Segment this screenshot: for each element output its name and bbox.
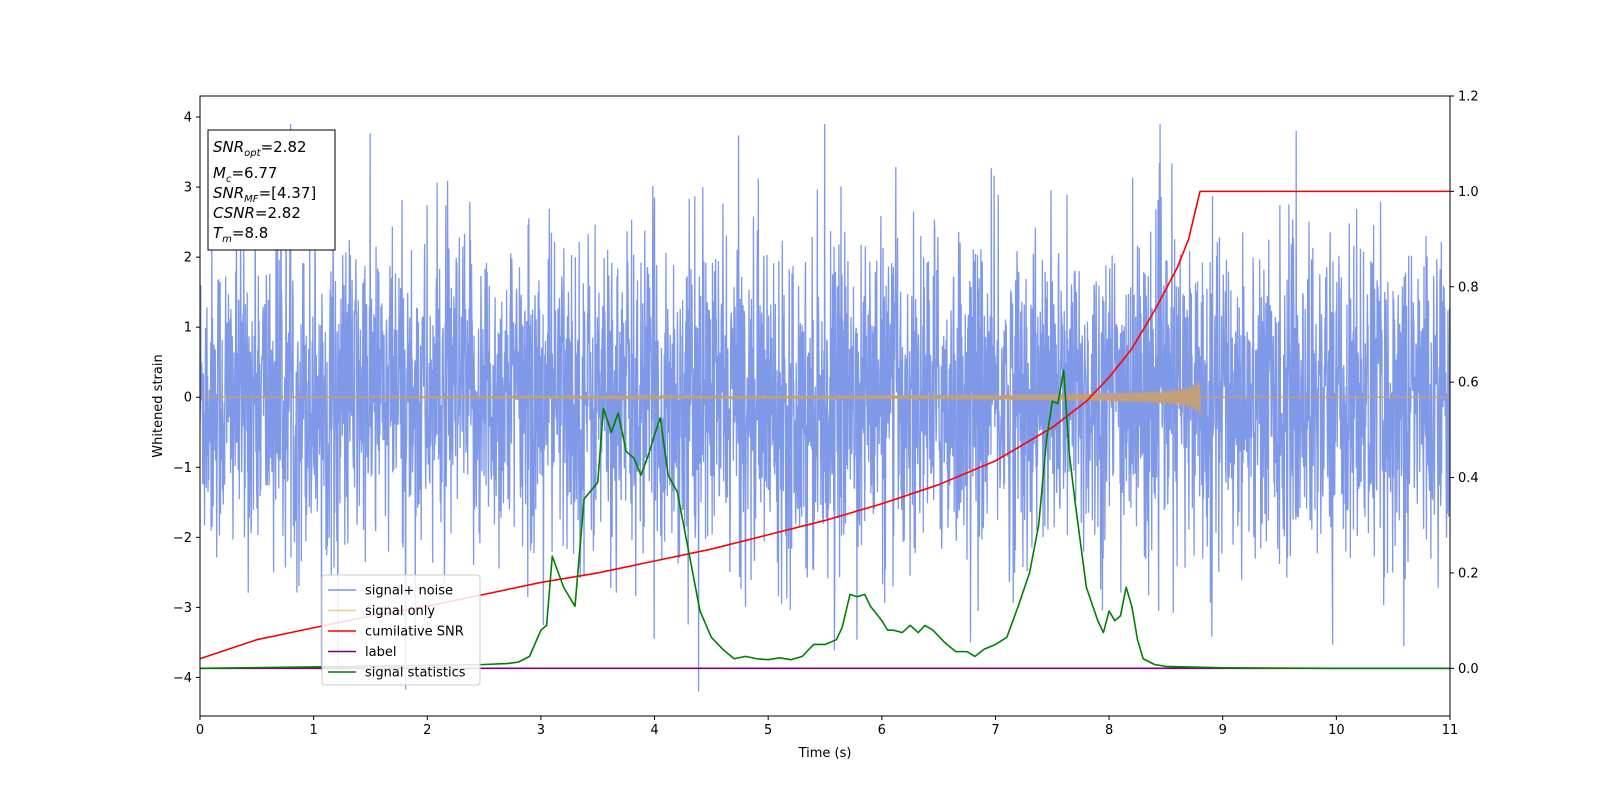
x-axis: 0 1 2 3 4 5 6 7 8 9 10 11 [196,716,1458,738]
info-line-subscript: m [222,234,232,245]
info-lines: SNRopt=2.82Mc=6.77SNRMF=[4.37]CSNR=2.82T… [213,138,316,245]
y-left-tick-label: 4 [184,111,192,126]
x-tick-label: 7 [991,723,999,738]
info-line-value: =[4.37] [259,184,317,202]
info-line-symbol: SNR [213,184,244,202]
info-line-value: =6.77 [231,164,277,182]
y-right-tick-label: 0.6 [1458,376,1479,391]
info-line: CSNR=2.82 [213,204,301,222]
info-line: SNRMF=[4.37] [213,184,316,205]
y-right-tick-label: 1.2 [1458,90,1479,105]
legend-items: signal+ noise signal only cumilative SNR la… [328,584,466,681]
right-y-axis: 0.0 0.2 0.4 0.6 0.8 1.0 1.2 [1450,90,1479,677]
legend-label: signal statistics [365,666,466,681]
series-signal-noise-line [200,124,1450,692]
info-line-subscript: MF [244,194,259,205]
y-right-tick-label: 1.0 [1458,185,1479,200]
x-tick-label: 1 [309,723,317,738]
x-axis-label: Time (s) [798,746,852,761]
y-left-tick-label: 2 [184,251,192,266]
y-axis-label: Whitened strain [151,354,166,457]
info-line: SNRopt=2.82 [213,138,307,159]
left-y-axis: −4 −3 −2 −1 0 1 2 3 4 [173,111,200,686]
x-tick-label: 5 [764,723,772,738]
y-right-tick-label: 0.2 [1458,566,1479,581]
info-line-value: =2.82 [261,138,307,156]
info-line-value: =2.82 [255,204,301,222]
y-left-tick-label: −2 [173,531,192,546]
x-tick-label: 2 [423,723,431,738]
x-tick-label: 8 [1105,723,1113,738]
legend-label: signal only [365,604,435,619]
y-right-tick-label: 0.0 [1458,662,1479,677]
legend-frame [321,574,481,686]
plot-frame [199,95,1451,717]
info-line: Mc=6.77 [213,164,277,185]
info-line-symbol: SNR [213,138,244,156]
y-left-tick-label: 3 [184,181,192,196]
x-tick-label: 11 [1442,723,1459,738]
y-left-tick-label: 0 [184,391,192,406]
info-line-subscript: opt [244,148,261,159]
info-line: Tm=8.8 [213,224,268,245]
legend-label: label [365,645,396,660]
y-left-tick-label: −4 [173,671,192,686]
info-line-symbol: T [213,224,224,242]
x-tick-label: 9 [1219,723,1227,738]
y-right-tick-label: 0.8 [1458,280,1479,295]
info-box-frame [207,129,336,251]
x-tick-label: 0 [196,723,204,738]
series-signal-only-line [200,380,1450,417]
legend-label: signal+ noise [365,584,453,599]
info-line-subscript: c [226,174,232,185]
series-signal-statistics-line [200,369,1450,670]
legend: signal+ noise signal only cumilative SNR la… [321,574,481,686]
x-tick-label: 6 [878,723,886,738]
legend-label: cumilative SNR [365,625,464,640]
x-tick-label: 4 [650,723,658,738]
x-tick-label: 10 [1328,723,1345,738]
y-left-tick-label: −3 [173,601,192,616]
info-line-symbol: M [213,164,226,182]
y-right-tick-label: 0.4 [1458,471,1479,486]
y-left-tick-label: −1 [173,461,192,476]
x-tick-label: 3 [537,723,545,738]
y-left-tick-label: 1 [184,321,192,336]
info-line-symbol: CSNR [213,204,255,222]
info-box: SNRopt=2.82Mc=6.77SNRMF=[4.37]CSNR=2.82T… [207,129,336,251]
info-line-value: =8.8 [232,224,268,242]
